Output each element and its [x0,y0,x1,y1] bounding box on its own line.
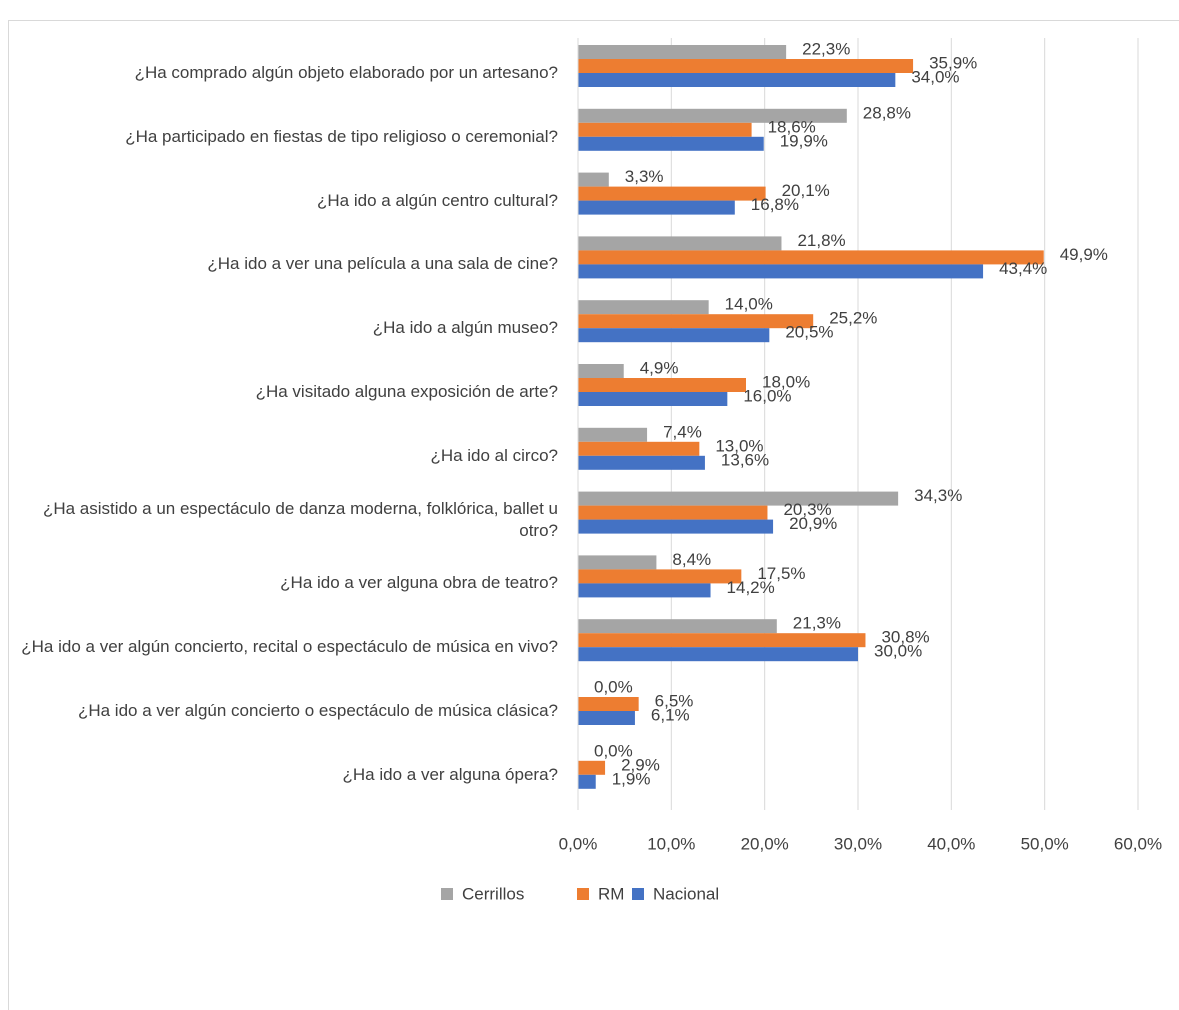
y-tick-label: ¿Ha ido a ver alguna obra de teatro? [280,573,558,593]
bar [578,711,635,725]
bar [578,569,742,584]
bar [578,392,728,406]
data-label: 28,8% [863,103,911,122]
bar [578,774,596,789]
bar [578,364,624,378]
data-label: 43,4% [999,259,1047,278]
data-label: 14,2% [727,578,775,597]
bar [578,59,914,73]
x-tick-label: 60,0% [1114,834,1162,853]
bar [578,73,896,87]
data-label: 19,9% [780,131,828,150]
x-tick-label: 20,0% [741,834,789,853]
data-label: 25,2% [829,309,877,328]
data-label: 34,3% [914,486,962,505]
bar [578,491,899,506]
bar [578,186,766,201]
data-label: 6,5% [655,691,694,710]
y-tick-label: ¿Ha asistido a un espectáculo de danza m… [42,498,558,540]
data-label: 21,3% [793,614,841,633]
legend-swatch [577,888,589,900]
legend-label: RM [598,884,624,903]
bar [578,505,768,520]
y-tick-label: ¿Ha ido a ver una película a una sala de… [207,254,558,274]
bar [578,647,858,662]
bar [578,172,609,187]
bar [578,633,866,648]
bar [578,441,700,456]
data-label: 16,0% [743,386,791,405]
data-label: 20,3% [783,500,831,519]
y-tick-label: ¿Ha ido a ver algún concierto, recital o… [21,637,558,657]
x-tick-label: 30,0% [834,834,882,853]
data-label: 13,6% [721,450,769,469]
y-tick-label: ¿Ha ido a algún museo? [372,318,558,338]
x-tick-label: 50,0% [1021,834,1069,853]
data-label: 20,1% [782,181,830,200]
bar [578,300,709,315]
data-label: 30,0% [874,642,922,661]
y-tick-label: ¿Ha ido a ver algún concierto o espectác… [77,701,558,720]
data-label: 1,9% [612,769,651,788]
chart-border [8,20,1179,1010]
legend-swatch [441,888,453,900]
bar [578,45,787,59]
data-label: 0,0% [594,741,633,760]
x-tick-label: 10,0% [647,834,695,853]
data-label: 20,5% [785,323,833,342]
data-label: 2,9% [621,755,660,774]
x-tick-label: 40,0% [927,834,975,853]
data-label: 7,4% [663,422,702,441]
legend-swatch [632,888,644,900]
data-label: 22,3% [802,39,850,58]
data-label: 17,5% [757,564,805,583]
bar [578,108,847,123]
bar [578,555,657,570]
bar [578,136,764,151]
data-label: 35,9% [929,53,977,72]
bar [578,264,984,279]
data-label: 4,9% [640,358,679,377]
data-label: 49,9% [1060,245,1108,264]
bar [578,122,752,137]
data-label: 3,3% [625,167,664,186]
data-label: 14,0% [725,295,773,314]
y-tick-label: ¿Ha comprado algún objeto elaborado por … [134,63,558,82]
bar [578,583,711,598]
y-tick-label: ¿Ha ido a algún centro cultural? [317,190,558,210]
bar [578,697,639,711]
data-label: 30,8% [881,628,929,647]
bar [578,427,648,442]
bar [578,250,1044,265]
legend-label: Nacional [653,884,719,903]
y-tick-label: ¿Ha visitado alguna exposición de arte? [255,382,558,401]
data-label: 0,0% [594,677,633,696]
bar [578,455,705,470]
bar [578,519,774,534]
bar [578,314,814,329]
bar [578,619,777,634]
data-label: 8,4% [672,550,711,569]
data-label: 18,0% [762,372,810,391]
legend-label: Cerrillos [462,884,524,903]
y-tick-label: ¿Ha ido al circo? [430,445,558,465]
bar [578,236,782,251]
data-label: 18,6% [768,117,816,136]
x-tick-label: 0,0% [559,834,598,853]
bar [578,200,735,215]
data-label: 20,9% [789,514,837,533]
data-label: 16,8% [751,195,799,214]
bar [578,760,606,775]
bar [578,378,746,392]
y-tick-label: ¿Ha ido a ver alguna ópera? [342,764,558,784]
bar [578,328,770,343]
y-tick-label: ¿Ha participado en fiestas de tipo relig… [125,126,558,146]
data-label: 21,8% [797,231,845,250]
data-label: 13,0% [715,436,763,455]
data-label: 6,1% [651,705,690,724]
data-label: 34,0% [911,67,959,86]
